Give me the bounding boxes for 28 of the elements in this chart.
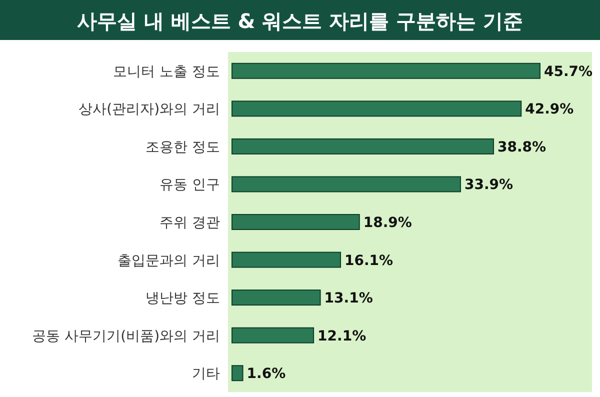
data-label: 16.1% bbox=[344, 252, 394, 269]
y-tick-label: 조용한 정도 bbox=[146, 139, 220, 156]
bar bbox=[232, 138, 494, 154]
data-label: 42.9% bbox=[525, 102, 574, 118]
y-tick-label: 냉난방 정도 bbox=[146, 290, 220, 307]
bar bbox=[232, 290, 321, 306]
y-tick-label: 주위 경관 bbox=[160, 215, 220, 231]
y-tick-label: 모니터 노출 정도 bbox=[113, 64, 220, 80]
data-label: 33.9% bbox=[464, 177, 514, 194]
bar bbox=[232, 100, 522, 117]
bar bbox=[232, 327, 314, 344]
data-label: 12.1% bbox=[318, 328, 366, 344]
data-label: 18.9% bbox=[363, 215, 412, 231]
bar bbox=[232, 214, 360, 230]
bar bbox=[232, 62, 540, 79]
data-label: 1.6% bbox=[246, 366, 286, 382]
chart-title: 사무실 내 베스트 & 워스트 자리를 구분하는 기준 bbox=[76, 9, 524, 33]
bar bbox=[232, 365, 244, 382]
data-label: 38.8% bbox=[497, 139, 546, 156]
data-label: 45.7% bbox=[544, 64, 593, 80]
data-label: 13.1% bbox=[324, 290, 373, 307]
y-tick-label: 상사(관리자)와의 거리 bbox=[78, 102, 220, 118]
bar bbox=[232, 252, 342, 268]
y-tick-label: 출입문과의 거리 bbox=[118, 252, 220, 269]
y-tick-label: 공동 사무기기(비품)와의 거리 bbox=[32, 328, 220, 344]
y-tick-label: 기타 bbox=[192, 366, 220, 382]
bar bbox=[232, 176, 461, 192]
y-tick-label: 유동 인구 bbox=[160, 177, 220, 194]
